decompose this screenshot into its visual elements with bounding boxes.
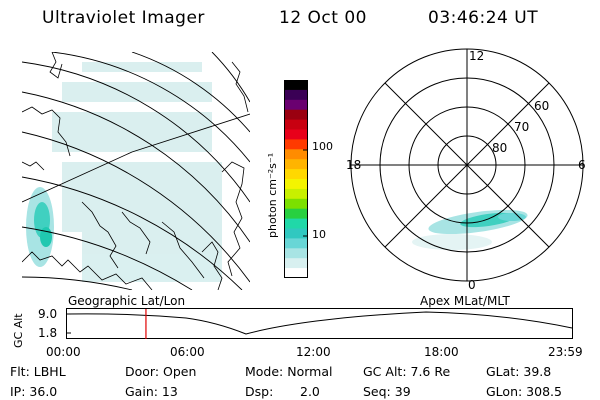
dsp-label: Dsp:: [245, 384, 274, 399]
geographic-label: Geographic Lat/Lon: [68, 294, 186, 308]
colorbar-unit-label: photon cm⁻²s⁻¹: [266, 152, 279, 238]
geographic-map: [22, 52, 250, 290]
mlat-label-70: 70: [514, 120, 529, 134]
apex-label: Apex MLat/MLT: [420, 294, 510, 308]
altitude-axis-label: GC Alt: [12, 313, 25, 348]
filter-info: Flt: LBHL: [10, 364, 66, 379]
colorbar-stripe: [284, 129, 308, 140]
colorbar-stripe: [284, 238, 308, 249]
colorbar-stripe: [284, 89, 308, 101]
colorbar-stripe: [284, 169, 308, 180]
coastlines: [22, 52, 249, 290]
colorbar-tick-10: 10: [312, 228, 326, 241]
colorbar-stripe: [284, 228, 308, 239]
mlat-label-60: 60: [534, 99, 549, 113]
colorbar-stripe: [284, 159, 308, 170]
colorbar-stripe: [284, 80, 308, 91]
mlat-label-80: 80: [492, 141, 507, 155]
x-tick-0000: 00:00: [46, 345, 81, 359]
altitude-y-bottom: 1.8: [38, 326, 58, 340]
colorbar-stripe: [284, 198, 308, 210]
mode-info: Mode: Normal: [245, 364, 333, 379]
colorbar-stripe: [284, 179, 308, 190]
seq-info: Seq: 39: [363, 384, 411, 399]
colorbar-stripe: [284, 218, 308, 229]
colorbar-stripe: [284, 109, 308, 121]
faint-emission: [52, 62, 222, 282]
mlt-label-18: 18: [346, 158, 361, 172]
time-label: 03:46:24 UT: [428, 8, 539, 28]
door-info: Door: Open: [125, 364, 197, 379]
ip-info: IP: 36.0: [10, 384, 58, 399]
colorbar-tick-100: 100: [312, 140, 333, 153]
dsp-value: 2.0: [300, 384, 320, 399]
colorbar: [284, 80, 308, 278]
glat-info: GLat: 39.8: [486, 364, 552, 379]
aurora-patch: [26, 187, 54, 267]
gc-alt-info: GC Alt: 7.6 Re: [363, 364, 451, 379]
x-tick-1800: 18:00: [424, 345, 459, 359]
date-label: 12 Oct 00: [279, 8, 367, 28]
mlt-label-6: 6: [578, 158, 586, 172]
polar-plot: 12 18 6 0 60 70 80: [346, 48, 586, 292]
colorbar-stripe: [284, 268, 308, 278]
colorbar-stripe: [284, 248, 308, 259]
latitude-arcs: [22, 52, 250, 290]
instrument-title: Ultraviolet Imager: [42, 8, 205, 28]
colorbar-stripe: [284, 188, 308, 200]
colorbar-stripe: [284, 208, 308, 220]
colorbar-stripe: [284, 139, 308, 150]
x-tick-1200: 12:00: [296, 345, 331, 359]
altitude-y-top: 9.0: [38, 307, 58, 321]
x-tick-2359: 23:59: [548, 345, 583, 359]
colorbar-stripe: [284, 149, 308, 160]
colorbar-stripe: [284, 258, 308, 269]
longitude-line: [22, 113, 250, 203]
altitude-curve: [66, 311, 573, 335]
mlt-label-12: 12: [469, 49, 484, 63]
x-tick-0600: 06:00: [170, 345, 205, 359]
gain-info: Gain: 13: [125, 384, 178, 399]
glon-info: GLon: 308.5: [486, 384, 562, 399]
altitude-plot: [66, 308, 573, 339]
colorbar-stripe: [284, 99, 308, 111]
mlt-label-0: 0: [468, 278, 476, 292]
colorbar-stripe: [284, 119, 308, 130]
